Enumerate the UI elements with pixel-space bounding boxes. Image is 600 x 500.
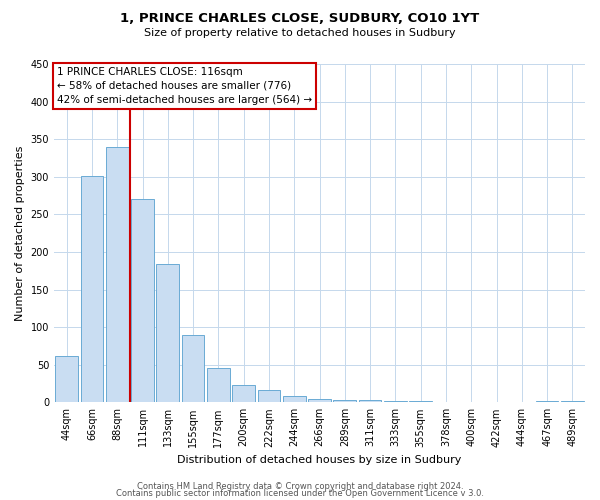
Bar	[409, 401, 432, 402]
Bar	[308, 398, 331, 402]
Bar	[182, 334, 205, 402]
Bar	[536, 401, 559, 402]
Bar	[257, 390, 280, 402]
Text: 1, PRINCE CHARLES CLOSE, SUDBURY, CO10 1YT: 1, PRINCE CHARLES CLOSE, SUDBURY, CO10 1…	[121, 12, 479, 26]
Text: 1 PRINCE CHARLES CLOSE: 116sqm
← 58% of detached houses are smaller (776)
42% of: 1 PRINCE CHARLES CLOSE: 116sqm ← 58% of …	[56, 66, 312, 104]
Bar	[359, 400, 382, 402]
Text: Size of property relative to detached houses in Sudbury: Size of property relative to detached ho…	[144, 28, 456, 38]
Bar	[131, 200, 154, 402]
Bar	[232, 385, 255, 402]
Bar	[561, 401, 584, 402]
X-axis label: Distribution of detached houses by size in Sudbury: Distribution of detached houses by size …	[178, 455, 462, 465]
Text: Contains public sector information licensed under the Open Government Licence v : Contains public sector information licen…	[116, 489, 484, 498]
Bar	[80, 176, 103, 402]
Bar	[283, 396, 305, 402]
Bar	[384, 401, 407, 402]
Text: Contains HM Land Registry data © Crown copyright and database right 2024.: Contains HM Land Registry data © Crown c…	[137, 482, 463, 491]
Y-axis label: Number of detached properties: Number of detached properties	[15, 146, 25, 321]
Bar	[334, 400, 356, 402]
Bar	[106, 146, 128, 402]
Bar	[55, 356, 78, 403]
Bar	[157, 264, 179, 402]
Bar	[207, 368, 230, 402]
